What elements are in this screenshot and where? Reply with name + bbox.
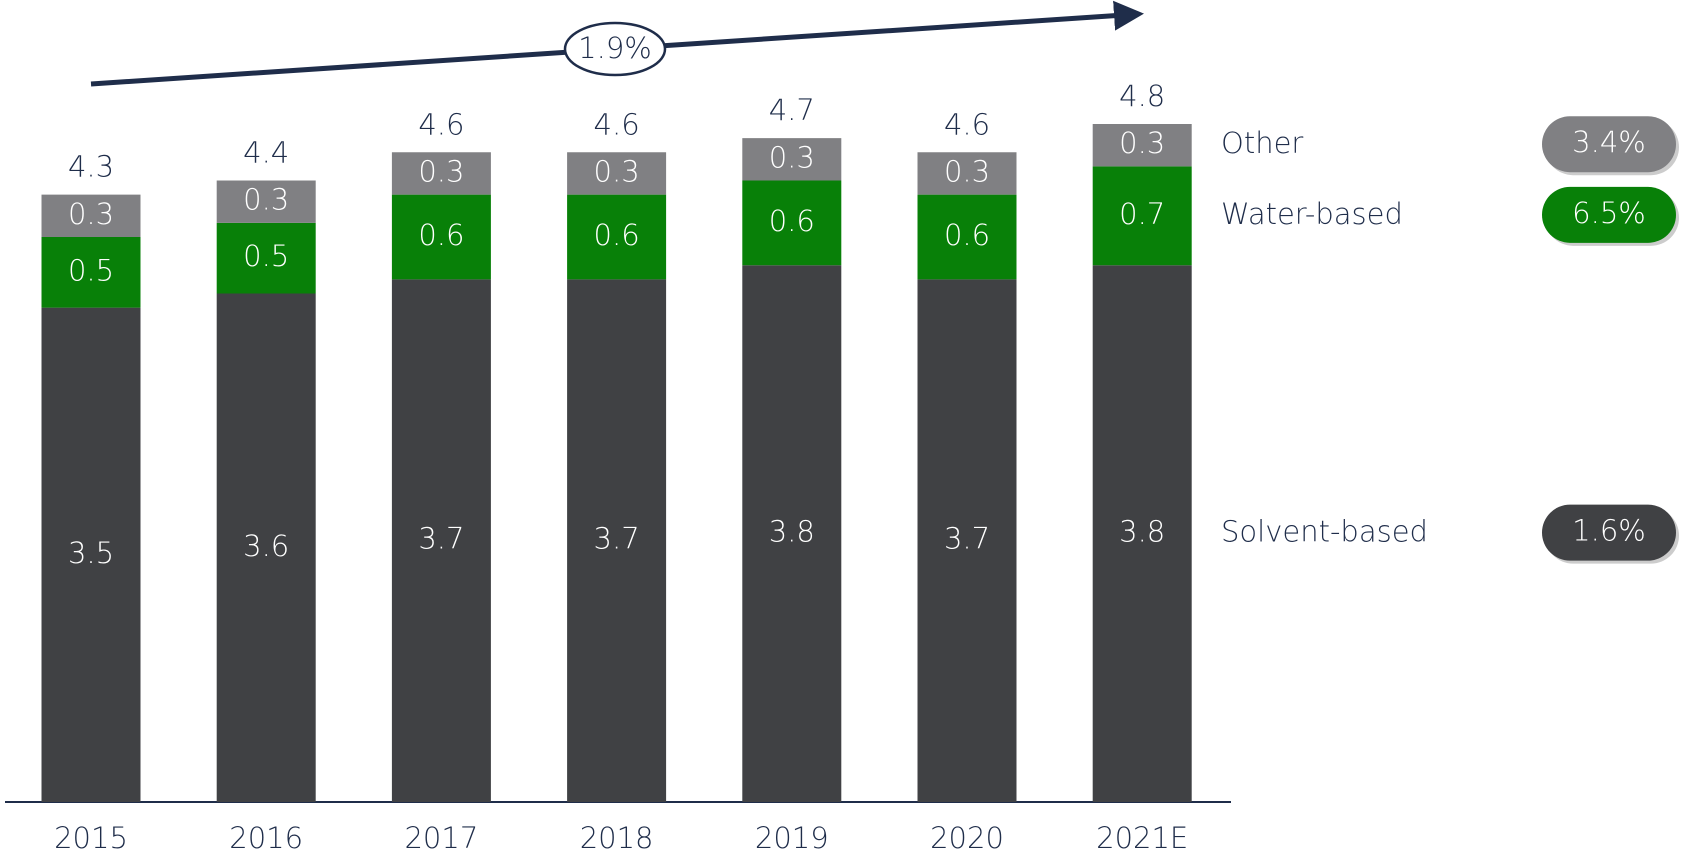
segment-label: 0.3 <box>418 154 464 188</box>
total-label: 4.3 <box>68 150 114 184</box>
segment-label: 0.5 <box>68 253 114 287</box>
segment-label: 3.5 <box>68 536 114 570</box>
bar-segment <box>567 194 667 280</box>
bar-segment <box>917 152 1017 195</box>
bar-segment <box>41 237 141 308</box>
total-label: 4.7 <box>769 93 815 127</box>
cagr-label: 1.9% <box>578 31 652 65</box>
segment-label: 0.3 <box>594 154 640 188</box>
cagr-pill <box>1542 186 1676 243</box>
x-tick-label: 2016 <box>229 821 303 855</box>
x-tick-label: 2021E <box>1096 821 1188 855</box>
segment-label: 3.8 <box>769 515 815 549</box>
bar-segment <box>742 265 842 802</box>
cagr-pill <box>1542 116 1676 173</box>
total-label: 4.8 <box>1119 79 1165 113</box>
segment-label: 0.6 <box>418 218 464 252</box>
legend-label: Water-based <box>1221 197 1403 231</box>
cagr-ellipse <box>563 21 667 77</box>
x-tick-label: 2015 <box>54 821 128 855</box>
cagr-pill-label: 6.5% <box>1572 196 1646 230</box>
segment-label: 3.7 <box>418 522 464 556</box>
bar-segment <box>391 194 491 280</box>
bar-segment <box>742 138 842 181</box>
bar-segment <box>567 152 667 195</box>
bar-segment <box>391 279 491 802</box>
x-tick-label: 2020 <box>930 821 1004 855</box>
legend-label: Solvent-based <box>1221 515 1428 549</box>
legend-label: Other <box>1221 126 1303 160</box>
segment-label: 0.3 <box>769 140 815 174</box>
segment-label: 3.8 <box>1119 515 1165 549</box>
bar-segment <box>567 279 667 802</box>
segment-label: 0.3 <box>68 197 114 231</box>
segment-label: 0.7 <box>1119 197 1165 231</box>
cagr-pill <box>1542 504 1676 561</box>
bar-segment <box>216 180 316 223</box>
x-tick-label: 2018 <box>580 821 654 855</box>
segment-label: 3.6 <box>243 529 289 563</box>
bar-segment <box>391 152 491 195</box>
bar-segment <box>216 293 316 802</box>
bar-segment <box>742 180 842 266</box>
bar-segment <box>1092 166 1192 266</box>
segment-label: 0.6 <box>769 204 815 238</box>
segment-label: 0.3 <box>1119 126 1165 160</box>
total-label: 4.6 <box>944 107 990 141</box>
cagr-pill-label: 3.4% <box>1572 125 1646 159</box>
segment-label: 3.7 <box>944 522 990 556</box>
bar-segment <box>917 194 1017 280</box>
segment-label: 0.3 <box>243 183 289 217</box>
bar-segment <box>1092 124 1192 167</box>
bar-segment <box>41 307 141 802</box>
bar-segment <box>216 222 316 294</box>
bar-segment <box>917 279 1017 802</box>
bar-segment <box>1092 265 1192 802</box>
x-tick-label: 2017 <box>404 821 478 855</box>
segment-label: 3.7 <box>594 522 640 556</box>
bar-segment <box>41 194 141 237</box>
total-label: 4.6 <box>594 107 640 141</box>
total-label: 4.4 <box>243 136 289 170</box>
segment-label: 0.3 <box>944 154 990 188</box>
total-label: 4.6 <box>418 107 464 141</box>
segment-label: 0.6 <box>944 218 990 252</box>
x-tick-label: 2019 <box>755 821 829 855</box>
cagr-pill-label: 1.6% <box>1572 514 1646 548</box>
segment-label: 0.6 <box>594 218 640 252</box>
segment-label: 0.5 <box>243 239 289 273</box>
